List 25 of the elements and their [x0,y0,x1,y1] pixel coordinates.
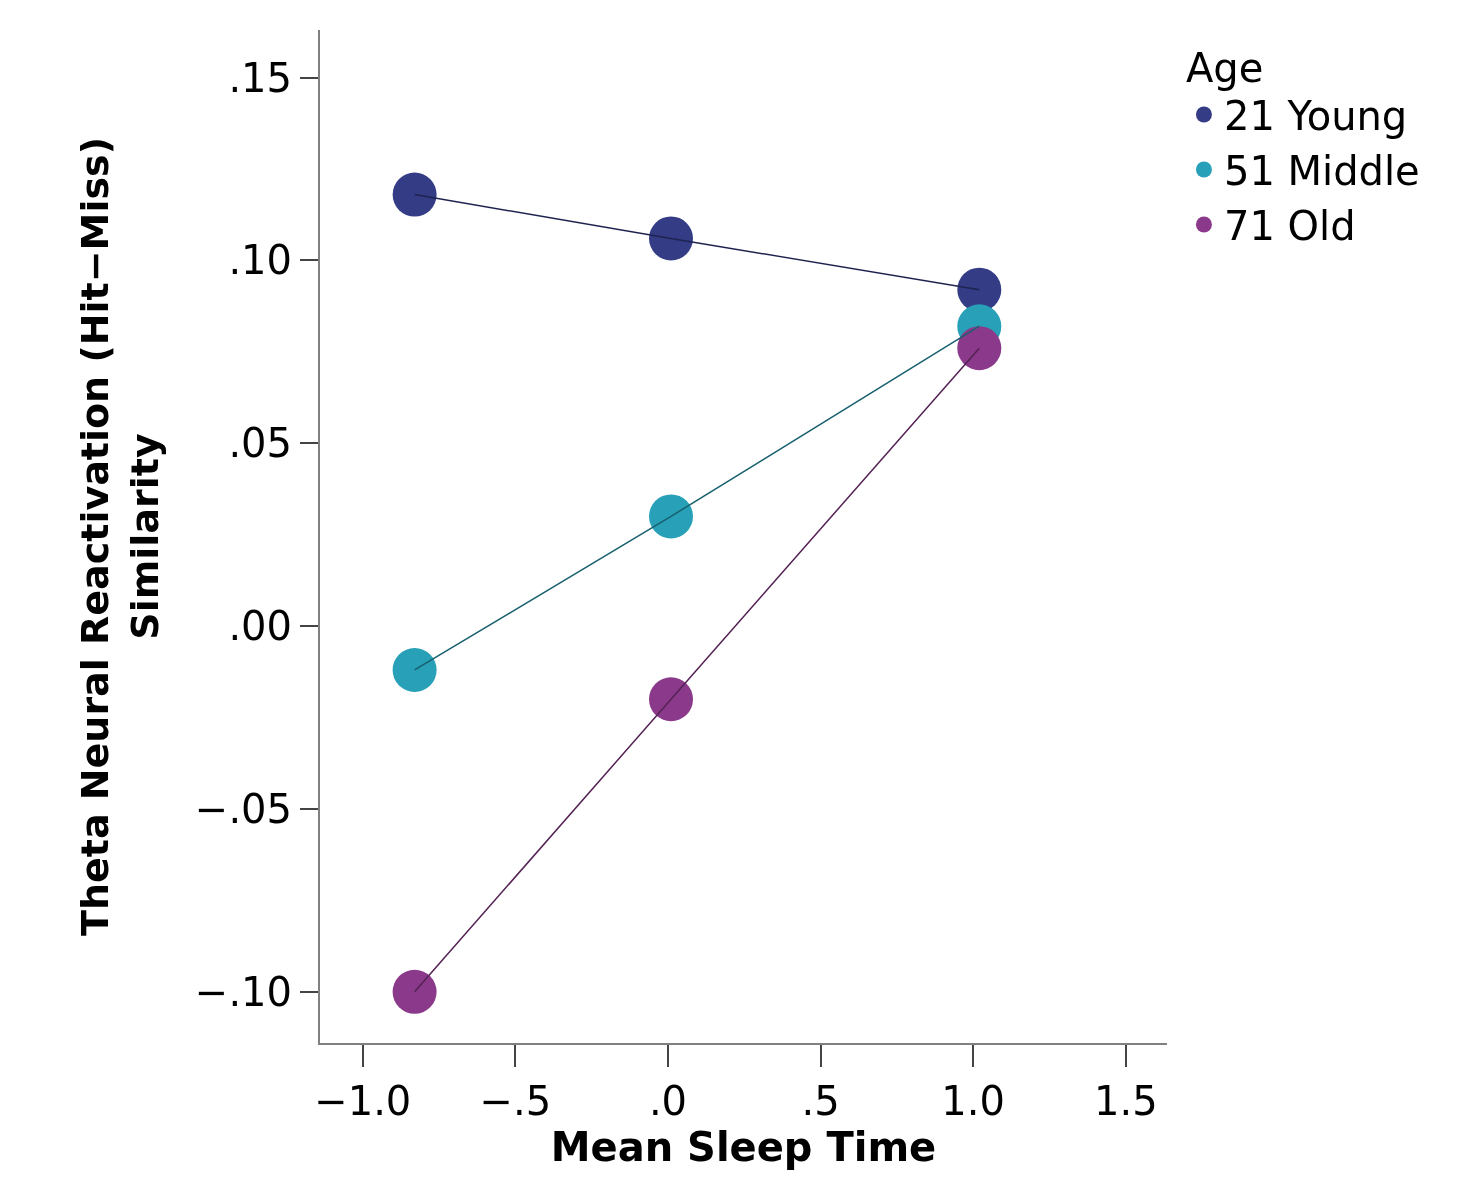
y-axis-title: Theta Neural Reactivation (Hit−Miss) Similarity [73,136,167,937]
y-tick-label: .15 [228,54,292,101]
point [649,677,694,722]
y-tick-label: .05 [228,420,292,467]
y-tick-label: −.05 [194,785,292,832]
y-tick-label: .00 [228,603,292,650]
point [649,494,694,539]
point [649,216,694,261]
x-axis-title: Mean Sleep Time [550,1124,937,1170]
y-tick-label: −.10 [194,968,292,1015]
point [392,172,437,217]
legend-label: 21 Young [1223,93,1408,140]
y-tick-label: .10 [228,237,292,284]
x-tick-label: −.5 [479,1078,552,1124]
x-tick-label: −1.0 [314,1078,412,1124]
point [392,647,437,692]
point [957,326,1002,371]
point [392,969,437,1014]
legend-title: Age [1185,45,1264,91]
x-tick-label: 1.5 [1093,1078,1158,1124]
legend-label: 51 Middle [1223,148,1420,195]
x-tick-label: .5 [801,1078,840,1124]
x-tick-label: 1.0 [941,1078,1005,1124]
legend-label: 71 Old [1223,203,1356,250]
x-tick-label: .0 [648,1078,688,1124]
